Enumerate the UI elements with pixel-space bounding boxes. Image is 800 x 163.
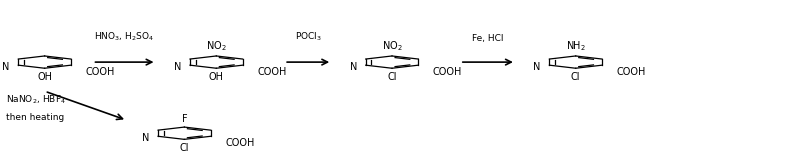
Text: OH: OH (209, 72, 224, 82)
Text: Cl: Cl (571, 72, 581, 82)
Text: N: N (174, 62, 182, 72)
Text: COOH: COOH (86, 67, 114, 77)
Text: F: F (182, 114, 187, 124)
Text: Cl: Cl (180, 143, 189, 153)
Text: COOH: COOH (225, 138, 254, 148)
Text: HNO$_3$, H$_2$SO$_4$: HNO$_3$, H$_2$SO$_4$ (94, 30, 154, 43)
Text: POCl$_3$: POCl$_3$ (294, 30, 322, 43)
Text: OH: OH (37, 72, 52, 82)
Text: COOH: COOH (433, 67, 462, 77)
Text: N: N (2, 62, 10, 72)
Text: N: N (350, 62, 357, 72)
Text: Cl: Cl (387, 72, 397, 82)
Text: then heating: then heating (6, 113, 65, 122)
Text: NO$_2$: NO$_2$ (382, 39, 402, 53)
Text: N: N (142, 133, 150, 143)
Text: NO$_2$: NO$_2$ (206, 39, 226, 53)
Text: Fe, HCl: Fe, HCl (472, 34, 503, 43)
Text: COOH: COOH (617, 67, 646, 77)
Text: COOH: COOH (257, 67, 286, 77)
Text: N: N (534, 62, 541, 72)
Text: NaNO$_2$, HBF$_4$: NaNO$_2$, HBF$_4$ (6, 93, 66, 105)
Text: NH$_2$: NH$_2$ (566, 39, 586, 53)
